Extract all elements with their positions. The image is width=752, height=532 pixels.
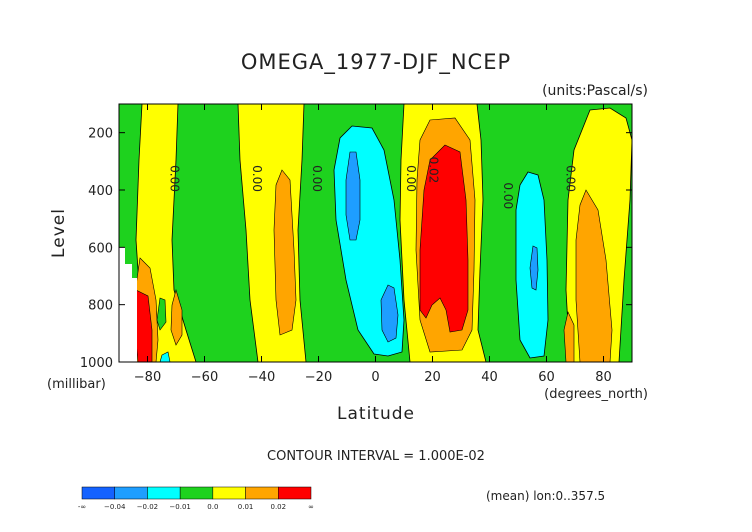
legend-label: −0.01 [169,503,190,511]
footnote: (mean) lon:0..357.5 [486,489,605,503]
legend-swatch [81,486,115,500]
contour-fill-blue-lower [380,284,399,343]
x-tick-label: 80 [595,370,612,385]
legend-swatch [245,486,279,500]
y-axis-unit: (millibar) [47,377,106,392]
contour-label: 0.00 [404,165,418,192]
contour-fill-orange-midsouth [273,169,297,336]
contour-interval-label: CONTOUR INTERVAL = 1.000E-02 [267,449,485,464]
x-tick-label: 20 [424,370,441,385]
x-tick-label: 40 [481,370,498,385]
legend-label: −0.04 [104,503,126,511]
contour-fill-blue-north [529,245,539,291]
plot-area: 0.00 0.00 0.00 0.00 0.02 0.00 0.00 [118,103,633,363]
x-tick-label: 60 [538,370,555,385]
contour-label: 0.02 [427,157,441,184]
legend-swatch [147,486,181,500]
missing-data-mask [119,247,137,362]
contour-label: 0.00 [501,182,515,209]
legend-swatch [212,486,246,500]
x-tick-label: −60 [191,370,218,385]
x-tick-label: −80 [134,370,161,385]
chart-title: OMEGA_1977-DJF_NCEP [241,50,511,75]
contour-label: 0.00 [563,165,577,192]
contour-label: 0.00 [167,165,181,192]
x-tick-label: −40 [248,370,275,385]
x-axis-unit: (degrees_north) [544,387,648,402]
legend-label: 0.01 [238,503,254,511]
y-tick-label: 600 [88,241,113,256]
axes: −80 −60 −40 −20 0 20 40 60 80 200 400 600 800 1000 [80,104,632,385]
contour-label: 0.00 [310,165,324,192]
contour-labels: 0.00 0.00 0.00 0.00 0.02 0.00 0.00 [167,157,577,210]
legend-label: 0.0 [207,503,218,511]
y-axis-title: Level [49,208,69,258]
color-legend: -∞ −0.04 −0.02 −0.01 0.0 0.01 0.02 ∞ [78,486,314,511]
contour-label: 0.00 [250,165,264,192]
legend-swatch [179,486,214,500]
legend-label: -∞ [78,503,86,511]
contour-fill-orange-south-small [170,288,183,346]
x-axis-title: Latitude [337,404,415,424]
x-tick-label: 0 [371,370,379,385]
y-tick-label: 800 [88,299,113,314]
contour-fill-blue-upper [345,151,361,241]
contour-fill-red-equator [419,144,469,333]
legend-swatch [278,486,312,500]
legend-label: −0.02 [137,503,158,511]
x-tick-label: −20 [305,370,332,385]
legend-label: 0.02 [270,503,286,511]
units-label: (units:Pascal/s) [542,83,648,99]
y-tick-label: 1000 [80,356,113,371]
legend-label: ∞ [308,503,314,511]
y-tick-label: 200 [88,127,113,142]
y-tick-label: 400 [88,184,113,199]
contour-fill-green-pocket [156,297,167,331]
legend-swatch [114,486,148,500]
